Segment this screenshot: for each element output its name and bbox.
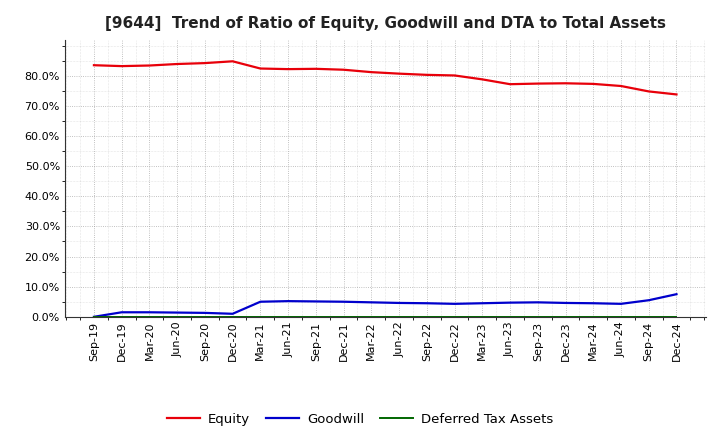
Goodwill <box>367 300 376 305</box>
Goodwill <box>534 300 542 305</box>
Equity <box>478 77 487 82</box>
Goodwill <box>284 298 292 304</box>
Deferred Tax Assets <box>312 314 320 319</box>
Equity <box>534 81 542 86</box>
Goodwill <box>312 299 320 304</box>
Goodwill <box>145 310 154 315</box>
Goodwill <box>505 300 514 305</box>
Deferred Tax Assets <box>505 314 514 319</box>
Goodwill <box>173 310 181 315</box>
Goodwill <box>89 314 98 319</box>
Equity <box>256 66 265 71</box>
Legend: Equity, Goodwill, Deferred Tax Assets: Equity, Goodwill, Deferred Tax Assets <box>162 407 558 431</box>
Deferred Tax Assets <box>173 314 181 319</box>
Deferred Tax Assets <box>589 314 598 319</box>
Goodwill <box>478 301 487 306</box>
Equity <box>505 81 514 87</box>
Deferred Tax Assets <box>228 314 237 319</box>
Goodwill <box>228 311 237 316</box>
Title: [9644]  Trend of Ratio of Equity, Goodwill and DTA to Total Assets: [9644] Trend of Ratio of Equity, Goodwil… <box>104 16 666 32</box>
Equity <box>201 60 210 66</box>
Equity <box>339 67 348 72</box>
Goodwill <box>589 301 598 306</box>
Goodwill <box>339 299 348 304</box>
Goodwill <box>672 292 681 297</box>
Deferred Tax Assets <box>395 314 403 319</box>
Equity <box>312 66 320 71</box>
Equity <box>616 83 625 88</box>
Equity <box>450 73 459 78</box>
Deferred Tax Assets <box>284 314 292 319</box>
Equity <box>561 81 570 86</box>
Goodwill <box>201 310 210 315</box>
Deferred Tax Assets <box>339 314 348 319</box>
Deferred Tax Assets <box>201 314 210 319</box>
Deferred Tax Assets <box>256 314 265 319</box>
Goodwill <box>117 310 126 315</box>
Deferred Tax Assets <box>145 314 154 319</box>
Deferred Tax Assets <box>672 314 681 319</box>
Deferred Tax Assets <box>644 314 653 319</box>
Equity <box>89 62 98 68</box>
Deferred Tax Assets <box>534 314 542 319</box>
Goodwill <box>616 301 625 307</box>
Goodwill <box>561 300 570 305</box>
Equity <box>672 92 681 97</box>
Line: Equity: Equity <box>94 61 677 95</box>
Deferred Tax Assets <box>367 314 376 319</box>
Goodwill <box>450 301 459 307</box>
Deferred Tax Assets <box>423 314 431 319</box>
Equity <box>589 81 598 87</box>
Deferred Tax Assets <box>89 314 98 319</box>
Equity <box>228 59 237 64</box>
Line: Goodwill: Goodwill <box>94 294 677 317</box>
Goodwill <box>395 300 403 305</box>
Deferred Tax Assets <box>450 314 459 319</box>
Equity <box>644 89 653 94</box>
Deferred Tax Assets <box>117 314 126 319</box>
Goodwill <box>644 297 653 303</box>
Equity <box>117 63 126 69</box>
Deferred Tax Assets <box>561 314 570 319</box>
Deferred Tax Assets <box>478 314 487 319</box>
Equity <box>367 70 376 75</box>
Equity <box>284 66 292 72</box>
Equity <box>423 72 431 77</box>
Goodwill <box>423 301 431 306</box>
Deferred Tax Assets <box>616 314 625 319</box>
Equity <box>145 63 154 68</box>
Equity <box>173 61 181 66</box>
Equity <box>395 71 403 76</box>
Goodwill <box>256 299 265 304</box>
